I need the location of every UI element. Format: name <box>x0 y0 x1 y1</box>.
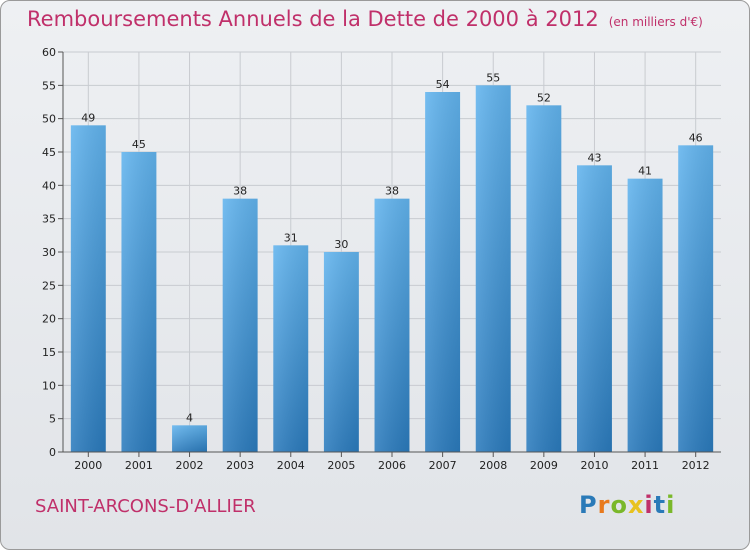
value-label-2008: 55 <box>486 71 500 84</box>
value-label-2011: 41 <box>638 165 652 178</box>
bar-shade-2012 <box>678 145 714 453</box>
value-label-2001: 45 <box>132 138 146 151</box>
y-tick-label: 20 <box>42 313 56 326</box>
chart-title-text: Remboursements Annuels de la Dette de 20… <box>27 7 599 31</box>
value-label-2004: 31 <box>284 231 298 244</box>
bar-shade-2008 <box>475 85 511 452</box>
x-tick-label-2001: 2001 <box>125 459 153 472</box>
bar-shade-2004 <box>273 245 309 452</box>
y-tick-label: 25 <box>42 279 56 292</box>
x-tick-label-2004: 2004 <box>277 459 305 472</box>
x-tick-label-2010: 2010 <box>580 459 608 472</box>
y-tick-label: 30 <box>42 246 56 259</box>
x-tick-label-2011: 2011 <box>631 459 659 472</box>
y-tick-label: 50 <box>42 113 56 126</box>
bar-shade-2010 <box>576 165 612 453</box>
value-label-2007: 54 <box>436 78 450 91</box>
bar-shade-2002 <box>172 425 208 452</box>
value-label-2003: 38 <box>233 185 247 198</box>
y-tick-label: 15 <box>42 346 56 359</box>
y-tick-label: 35 <box>42 213 56 226</box>
bar-layer: 49 45 4 38 31 30 38 54 55 52 43 41 46 <box>70 71 714 453</box>
logo-letter: P <box>579 491 598 519</box>
bar-shade-2000 <box>70 125 106 452</box>
bar-shade-2011 <box>627 178 663 452</box>
logo-letter: i <box>644 491 654 519</box>
y-tick-label: 5 <box>49 413 56 426</box>
logo-letter: t <box>653 491 667 519</box>
axis-layer: 0 5 10 15 20 25 30 35 40 45 50 55 60 2000 2001 2002 2003… <box>42 46 721 472</box>
x-tick-label-2002: 2002 <box>176 459 204 472</box>
bar-shade-2005 <box>323 252 359 452</box>
logo-letter: o <box>610 491 628 519</box>
y-tick-label: 45 <box>42 146 56 159</box>
chart-title: Remboursements Annuels de la Dette de 20… <box>27 7 703 31</box>
logo-letter: r <box>597 491 611 519</box>
value-label-2012: 46 <box>689 131 703 144</box>
x-tick-label-2007: 2007 <box>429 459 457 472</box>
proxiti-logo: Proxiti <box>579 491 675 519</box>
value-label-2006: 38 <box>385 185 399 198</box>
x-tick-label-2000: 2000 <box>74 459 102 472</box>
x-tick-label-2003: 2003 <box>226 459 254 472</box>
value-label-2002: 4 <box>186 411 193 424</box>
bar-shade-2006 <box>374 198 410 452</box>
logo-letter: x <box>627 491 645 519</box>
x-tick-label-2005: 2005 <box>327 459 355 472</box>
unit-label: (en milliers d'€) <box>608 15 703 29</box>
y-tick-label: 60 <box>42 46 56 59</box>
value-label-2000: 49 <box>81 111 95 124</box>
y-tick-label: 10 <box>42 379 56 392</box>
value-label-2010: 43 <box>587 151 601 164</box>
y-tick-label: 0 <box>49 446 56 459</box>
value-label-2009: 52 <box>537 91 551 104</box>
y-tick-label: 40 <box>42 179 56 192</box>
bar-shade-2003 <box>222 198 258 452</box>
x-tick-label-2008: 2008 <box>479 459 507 472</box>
x-tick-label-2012: 2012 <box>682 459 710 472</box>
x-tick-label-2006: 2006 <box>378 459 406 472</box>
bar-shade-2009 <box>526 105 562 452</box>
bar-shade-2001 <box>121 152 157 452</box>
bar-shade-2007 <box>425 92 461 452</box>
value-label-2005: 30 <box>334 238 348 251</box>
x-tick-label-2009: 2009 <box>530 459 558 472</box>
y-tick-label: 55 <box>42 79 56 92</box>
logo-letter: i <box>666 491 676 519</box>
town-name: SAINT-ARCONS-D'ALLIER <box>35 496 256 517</box>
